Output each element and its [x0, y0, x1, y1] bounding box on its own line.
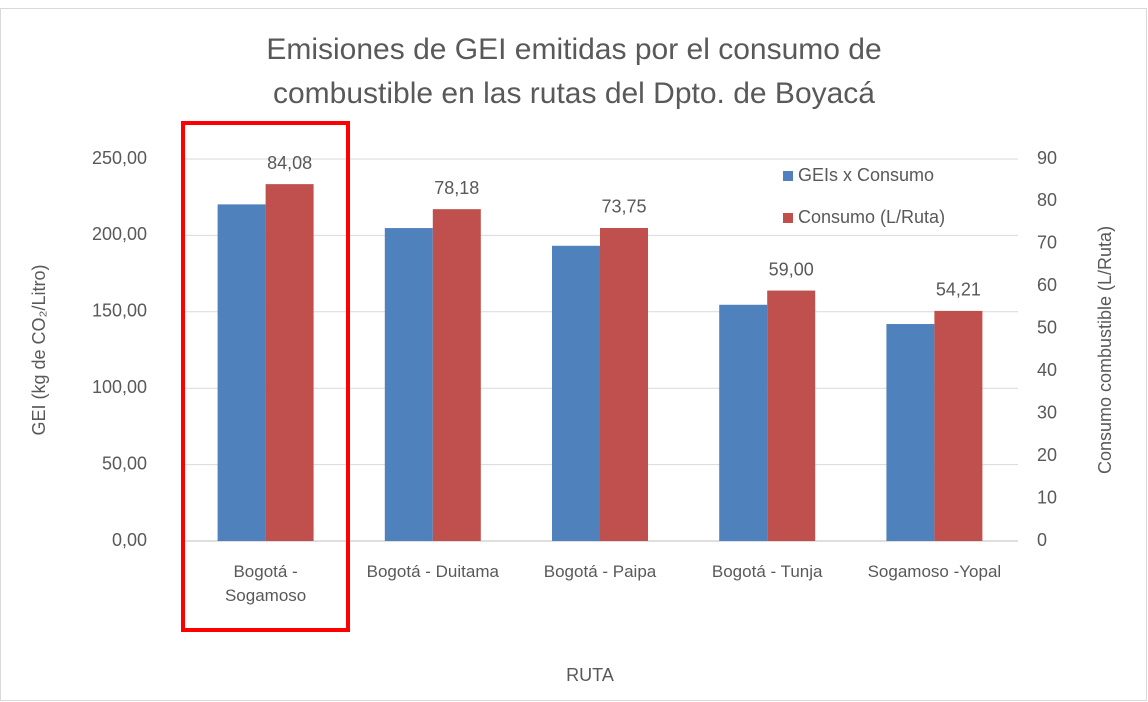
y2-tick-label: 20: [1037, 445, 1057, 465]
x-tick-label: Bogotá - Tunja: [711, 562, 823, 581]
bar: [217, 204, 266, 542]
y2-tick-label: 0: [1037, 530, 1047, 550]
bar: [384, 228, 433, 541]
y2-tick-label: 90: [1037, 148, 1057, 168]
y2-tick-label: 40: [1037, 360, 1057, 380]
data-label: 54,21: [936, 280, 981, 300]
bar: [265, 184, 314, 541]
y-tick-label: 150,00: [92, 301, 147, 321]
y-tick-label: 200,00: [92, 224, 147, 244]
x-axis-label: RUTA: [566, 665, 614, 685]
legend-label: GEIs x Consumo: [798, 165, 934, 185]
x-tick-label: Sogamoso -Yopal: [867, 562, 1002, 581]
bar: [719, 304, 768, 541]
legend-label: Consumo (L/Ruta): [798, 207, 945, 227]
x-tick-label: Bogotá - Sogamoso: [224, 562, 307, 605]
bar: [552, 245, 600, 541]
y-tick-label: 0,00: [112, 530, 147, 550]
y-axis-label: GEI (kg de CO₂/Litro): [29, 264, 49, 435]
bar: [600, 227, 648, 541]
y2-tick-label: 80: [1037, 190, 1057, 210]
bar: [767, 290, 816, 541]
y-tick-label: 250,00: [92, 148, 147, 168]
legend-swatch: [783, 171, 793, 181]
data-label: 73,75: [601, 197, 646, 217]
bar: [934, 310, 983, 541]
y-tick-label: 50,00: [102, 453, 147, 473]
y2-tick-label: 30: [1037, 402, 1057, 422]
x-tick-label: Bogotá - Duitama: [366, 562, 499, 581]
y2-tick-label: 60: [1037, 275, 1057, 295]
legend-swatch: [783, 213, 793, 223]
chart-title: Emisiones de GEI emitidas por el consumo…: [266, 33, 882, 110]
data-label: 59,00: [769, 259, 814, 279]
x-tick-label: Bogotá - Paipa: [543, 562, 657, 581]
data-label: 78,18: [434, 178, 479, 198]
bar: [432, 209, 481, 542]
bar: [886, 324, 935, 541]
data-label: 84,08: [267, 153, 312, 173]
highlight-box: [181, 121, 350, 632]
y2-axis-label: Consumo combustible (L/Ruta): [1095, 226, 1115, 474]
y2-tick-label: 10: [1037, 487, 1057, 507]
y-tick-label: 100,00: [92, 377, 147, 397]
y2-tick-label: 50: [1037, 318, 1057, 338]
chart-border: [0, 8, 1147, 701]
y2-tick-label: 70: [1037, 233, 1057, 253]
